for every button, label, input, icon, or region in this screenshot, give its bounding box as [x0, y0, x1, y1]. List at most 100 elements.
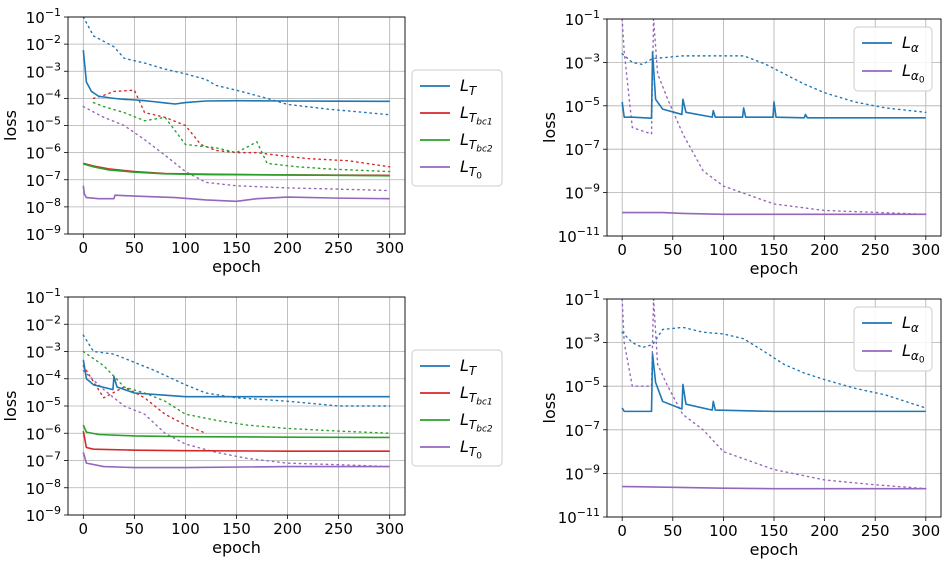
y-tick-exponent: −5 — [584, 95, 600, 108]
x-tick-label: 300 — [375, 239, 404, 257]
y-tick-label: 10−8 — [26, 477, 61, 498]
series-LT0-dotted — [82, 105, 391, 192]
y-tick-base: 10 — [26, 118, 45, 136]
legend-label-part: α — [911, 349, 919, 363]
series-LTbc1-dotted — [92, 89, 391, 168]
y-tick-label: 10−3 — [565, 51, 600, 72]
series-La0-dotted — [621, 299, 927, 490]
series-La-line — [621, 353, 926, 413]
y-tick-base: 10 — [26, 36, 45, 54]
y-tick-exponent: −7 — [584, 138, 600, 151]
y-tick-label: 10−1 — [565, 8, 600, 29]
legend-label: Lα0 — [902, 341, 925, 366]
x-tick-label: 300 — [375, 520, 404, 538]
y-tick-exponent: −11 — [577, 225, 600, 238]
series-LTbc2-line — [83, 163, 390, 177]
y-tick-label: 10−7 — [26, 169, 61, 190]
y-tick-base: 10 — [558, 509, 577, 527]
x-tick-label: 150 — [760, 241, 789, 259]
legend-label: LT0 — [460, 437, 482, 462]
legend: Lα Lα0 — [853, 26, 933, 92]
y-tick-base: 10 — [26, 425, 45, 443]
y-axis-label: loss — [540, 112, 559, 143]
series-LT0-line — [82, 185, 390, 203]
series-LT0-line — [82, 452, 390, 469]
legend-label: Lα — [902, 313, 919, 335]
series-LT0-dotted — [82, 369, 391, 468]
legend-label: LT — [460, 76, 478, 98]
y-tick-exponent: −3 — [45, 341, 61, 354]
x-tick-label: 200 — [273, 520, 302, 538]
chart-bottom-right: 0 50 100 150 200 250 30010−1110−910−710−510−31… — [540, 288, 942, 559]
y-tick-exponent: −5 — [45, 115, 61, 128]
y-tick-label: 10−4 — [26, 368, 61, 389]
legend-frame — [411, 69, 503, 187]
x-tick-label: 100 — [171, 239, 200, 257]
legend-label-part: 0 — [476, 452, 482, 462]
legend-label: Lα0 — [902, 61, 925, 86]
legend-label-part: L — [902, 33, 911, 52]
y-tick-label: 10−5 — [26, 115, 61, 136]
y-tick-label: 10−4 — [26, 87, 61, 108]
y-tick-exponent: −5 — [45, 395, 61, 408]
y-tick-base: 10 — [26, 63, 45, 81]
y-axis-label: loss — [1, 110, 20, 141]
y-tick-label: 10−3 — [26, 341, 61, 362]
x-tick-label: 0 — [79, 520, 89, 538]
x-tick-label: 50 — [125, 520, 144, 538]
y-tick-exponent: −1 — [584, 288, 600, 301]
y-tick-base: 10 — [558, 228, 577, 246]
x-tick-label: 250 — [324, 520, 353, 538]
y-tick-label: 10−1 — [565, 288, 600, 309]
y-tick-exponent: −1 — [45, 6, 61, 19]
y-tick-label: 10−9 — [26, 223, 61, 244]
y-tick-label: 10−5 — [565, 95, 600, 116]
x-tick-label: 0 — [617, 522, 627, 540]
series-La-dotted — [621, 53, 927, 114]
x-axis-label: epoch — [750, 540, 799, 559]
y-tick-exponent: −3 — [584, 51, 600, 64]
y-tick-label: 10−5 — [565, 375, 600, 396]
y-tick-exponent: −2 — [45, 33, 61, 46]
x-tick-label: 300 — [911, 241, 940, 259]
legend-label-part: T — [469, 364, 478, 378]
legend-label-part: L — [460, 356, 469, 375]
plot-area — [82, 334, 391, 469]
y-tick-label: 10−6 — [26, 422, 61, 443]
y-tick-label: 10−11 — [558, 225, 600, 246]
legend-label-part: L — [460, 410, 469, 429]
legend-label: LTbc1 — [460, 103, 493, 128]
y-tick-base: 10 — [26, 172, 45, 190]
series-LTbc1-line — [82, 430, 390, 452]
legend-label-part: L — [902, 341, 911, 360]
y-tick-exponent: −3 — [45, 60, 61, 73]
series-LT-line — [82, 359, 390, 398]
y-tick-base: 10 — [565, 141, 584, 159]
legend-label-part: L — [460, 130, 469, 149]
legend-label-part: T — [469, 418, 478, 432]
y-tick-base: 10 — [26, 398, 45, 416]
x-axis-label: epoch — [212, 257, 261, 276]
legend-frame — [411, 349, 503, 467]
x-tick-label: 100 — [709, 522, 738, 540]
legend-label: LT — [460, 356, 478, 378]
y-axis-label: loss — [1, 391, 20, 422]
legend-label-part: 0 — [476, 172, 482, 182]
legend-label-part: L — [460, 383, 469, 402]
series-LTbc2-line — [82, 424, 390, 439]
y-tick-label: 10−8 — [26, 196, 61, 217]
legend-label-part: L — [902, 313, 911, 332]
series-LTbc2-dotted — [92, 101, 391, 173]
legend-label-part: α — [911, 41, 919, 55]
legend-label-part: T — [469, 165, 478, 179]
y-tick-exponent: −4 — [45, 87, 61, 100]
y-tick-exponent: −8 — [45, 196, 61, 209]
legend-label-part: L — [902, 61, 911, 80]
y-tick-exponent: −1 — [45, 286, 61, 299]
y-tick-base: 10 — [26, 480, 45, 498]
x-tick-label: 250 — [861, 522, 890, 540]
legend-label-part: L — [460, 157, 469, 176]
legend-label: Lα — [902, 33, 919, 55]
legend-label-part: α — [911, 321, 919, 335]
